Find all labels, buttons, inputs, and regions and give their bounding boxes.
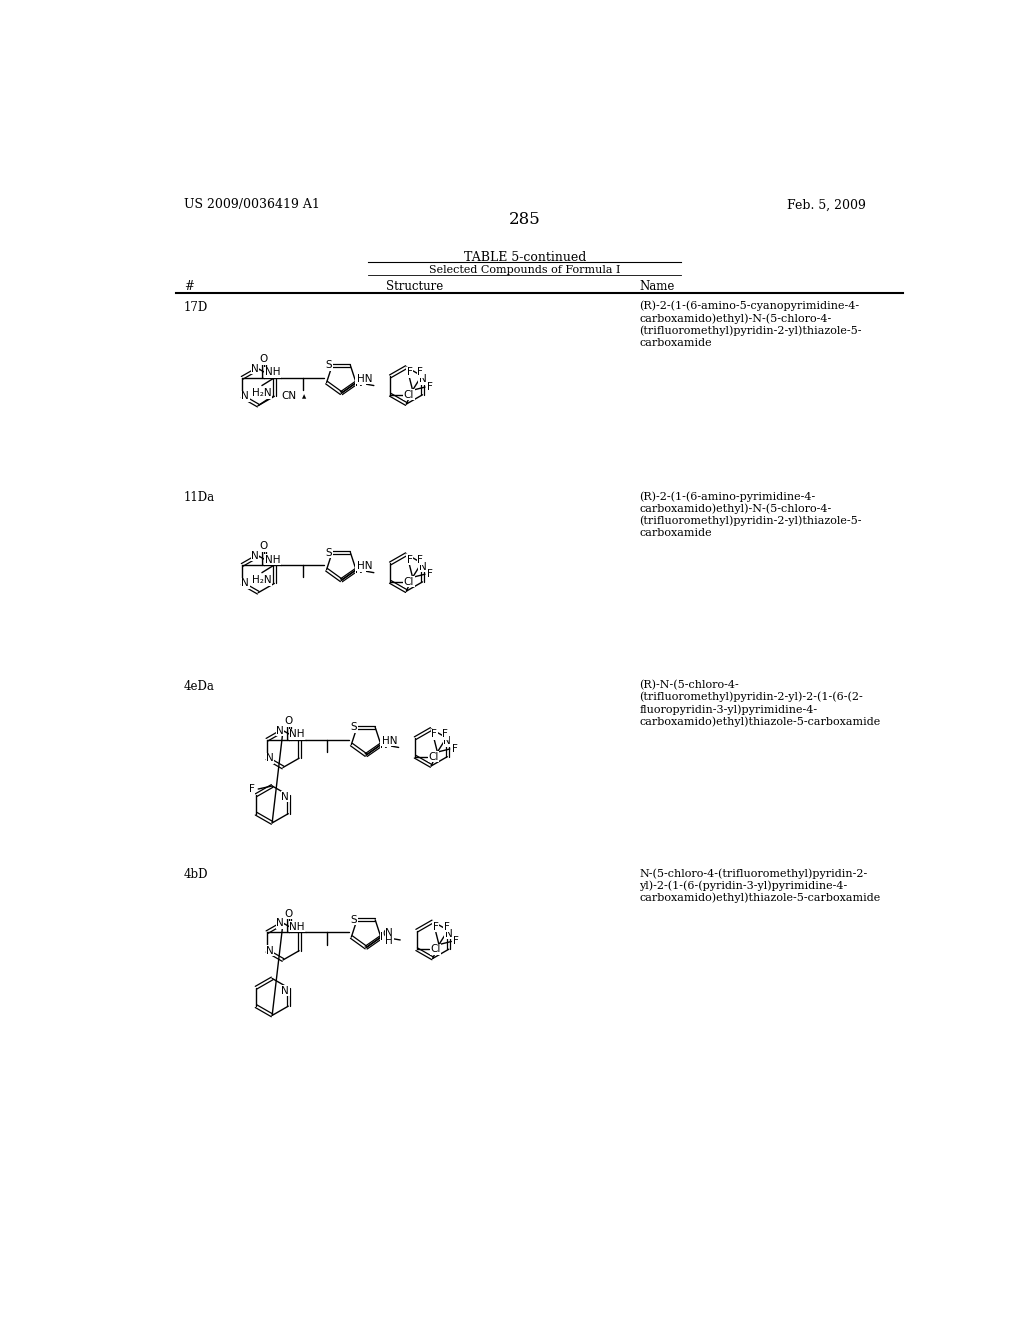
Text: N: N <box>380 739 388 750</box>
Text: N: N <box>385 928 393 939</box>
Text: Name: Name <box>640 280 675 293</box>
Text: O: O <box>382 737 390 746</box>
Text: F: F <box>431 730 437 739</box>
Text: H: H <box>385 936 393 946</box>
Text: O: O <box>285 717 293 726</box>
Text: F: F <box>433 921 438 932</box>
Text: H₂N: H₂N <box>252 388 271 399</box>
Text: F: F <box>453 936 459 946</box>
Text: N: N <box>380 932 388 942</box>
Text: 285: 285 <box>509 211 541 228</box>
Text: N-(5-chloro-4-(trifluoromethyl)pyridin-2-
yl)-2-(1-(6-(pyridin-3-yl)pyrimidine-4: N-(5-chloro-4-(trifluoromethyl)pyridin-2… <box>640 869 881 903</box>
Text: N: N <box>266 754 273 763</box>
Text: Selected Compounds of Formula I: Selected Compounds of Formula I <box>429 264 621 275</box>
Text: N: N <box>251 550 259 561</box>
Text: (R)-2-(1-(6-amino-pyrimidine-4-
carboxamido)ethyl)-N-(5-chloro-4-
(trifluorometh: (R)-2-(1-(6-amino-pyrimidine-4- carboxam… <box>640 491 862 537</box>
Text: F: F <box>418 554 423 565</box>
Text: S: S <box>350 915 357 925</box>
Text: N: N <box>282 986 289 995</box>
Text: N: N <box>276 917 284 928</box>
Text: 4eDa: 4eDa <box>183 680 215 693</box>
Text: (R)-N-(5-chloro-4-
(trifluoromethyl)pyridin-2-yl)-2-(1-(6-(2-
fluoropyridin-3-yl: (R)-N-(5-chloro-4- (trifluoromethyl)pyri… <box>640 680 881 727</box>
Text: N: N <box>242 391 249 401</box>
Text: N: N <box>355 565 364 574</box>
Text: #: # <box>183 280 194 293</box>
Text: 11Da: 11Da <box>183 491 215 504</box>
Text: F: F <box>407 554 413 565</box>
Text: F: F <box>427 569 432 579</box>
Text: NH: NH <box>290 730 305 739</box>
Text: N: N <box>276 726 284 735</box>
Text: Structure: Structure <box>386 280 443 293</box>
Text: S: S <box>350 722 357 733</box>
Text: O: O <box>285 908 293 919</box>
Text: O: O <box>357 561 366 572</box>
Text: O: O <box>382 929 390 939</box>
Text: N: N <box>282 792 289 801</box>
Text: Cl: Cl <box>430 944 440 954</box>
Text: F: F <box>418 367 423 378</box>
Text: S: S <box>326 548 333 557</box>
Text: NH: NH <box>264 554 281 565</box>
Text: O: O <box>260 541 268 552</box>
Text: N: N <box>355 378 364 388</box>
Text: F: F <box>443 921 450 932</box>
Text: HN: HN <box>356 561 373 570</box>
Text: N: N <box>266 945 273 956</box>
Text: N: N <box>242 578 249 589</box>
Text: N: N <box>419 375 426 384</box>
Text: O: O <box>260 354 268 364</box>
Text: Feb. 5, 2009: Feb. 5, 2009 <box>786 198 866 211</box>
Text: F: F <box>452 744 458 754</box>
Text: N: N <box>419 561 426 572</box>
Text: F: F <box>407 367 413 378</box>
Text: N: N <box>445 929 453 939</box>
Text: 4bD: 4bD <box>183 869 208 882</box>
Text: O: O <box>357 375 366 384</box>
Text: F: F <box>427 381 432 392</box>
Text: CN: CN <box>282 391 297 401</box>
Text: NH: NH <box>290 921 305 932</box>
Text: NH: NH <box>264 367 281 378</box>
Text: (R)-2-(1-(6-amino-5-cyanopyrimidine-4-
carboxamido)ethyl)-N-(5-chloro-4-
(triflu: (R)-2-(1-(6-amino-5-cyanopyrimidine-4- c… <box>640 301 862 347</box>
Text: Cl: Cl <box>403 389 414 400</box>
Text: ▲: ▲ <box>302 393 306 399</box>
Text: 17D: 17D <box>183 301 208 314</box>
Text: N: N <box>251 363 259 374</box>
Text: TABLE 5-continued: TABLE 5-continued <box>464 251 586 264</box>
Text: N: N <box>443 737 452 746</box>
Text: Cl: Cl <box>428 751 439 762</box>
Text: S: S <box>326 360 333 371</box>
Text: F: F <box>442 730 449 739</box>
Text: H₂N: H₂N <box>252 576 271 585</box>
Text: HN: HN <box>382 735 397 746</box>
Text: HN: HN <box>356 374 373 384</box>
Text: F: F <box>249 784 255 795</box>
Text: US 2009/0036419 A1: US 2009/0036419 A1 <box>183 198 319 211</box>
Text: Cl: Cl <box>403 577 414 587</box>
